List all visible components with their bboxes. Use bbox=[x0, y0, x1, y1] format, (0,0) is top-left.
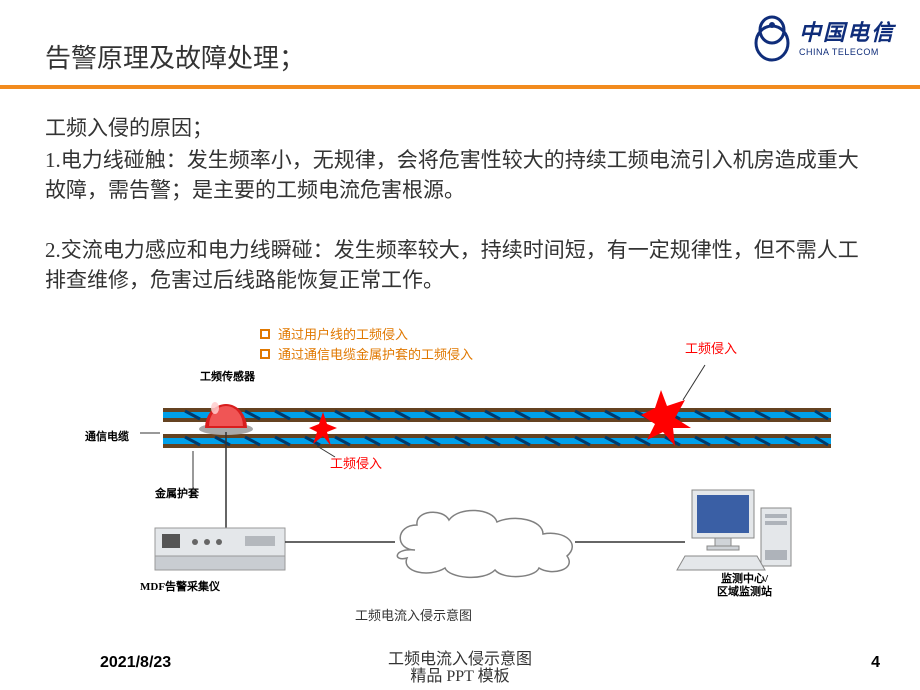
sensor-icon bbox=[199, 402, 253, 435]
paragraph-2: 2.交流电力感应和电力线瞬碰：发生频率较大，持续时间短，有一定规律性，但不需人工… bbox=[45, 235, 875, 296]
diagram-title: 工频电流入侵示意图 bbox=[355, 605, 472, 624]
footer-text: 工频电流入侵示意图 精品 PPT 模板 bbox=[0, 651, 920, 686]
company-logo: 中国电信 CHINA TELECOM bbox=[753, 15, 895, 63]
header-divider bbox=[0, 85, 920, 89]
slide-title: 告警原理及故障处理； bbox=[45, 38, 305, 75]
logo-text-cn: 中国电信 bbox=[799, 15, 895, 47]
paragraph-1: 1.电力线碰触：发生频率小，无规律，会将危害性较大的持续工频电流引入机房造成重大… bbox=[45, 145, 875, 206]
telecom-logo-icon bbox=[753, 15, 791, 63]
page-number: 4 bbox=[871, 654, 880, 672]
cloud-icon bbox=[397, 510, 572, 577]
monitor-workstation-icon bbox=[677, 490, 791, 570]
section-subtitle: 工频入侵的原因； bbox=[45, 113, 875, 143]
diagram-svg bbox=[45, 320, 875, 620]
cable-bottom bbox=[163, 434, 831, 448]
logo-text-en: CHINA TELECOM bbox=[799, 47, 895, 57]
footer-text-line2: 精品 PPT 模板 bbox=[0, 668, 920, 686]
collector-device-icon bbox=[155, 528, 285, 570]
diagram: 通过用户线的工频侵入 通过通信电缆金属护套的工频侵入 工频侵入 工频传感器 通信… bbox=[45, 320, 875, 620]
lead-intrusion-right bbox=[683, 365, 705, 400]
cable-top bbox=[163, 408, 831, 422]
footer-text-line1: 工频电流入侵示意图 bbox=[388, 651, 532, 668]
